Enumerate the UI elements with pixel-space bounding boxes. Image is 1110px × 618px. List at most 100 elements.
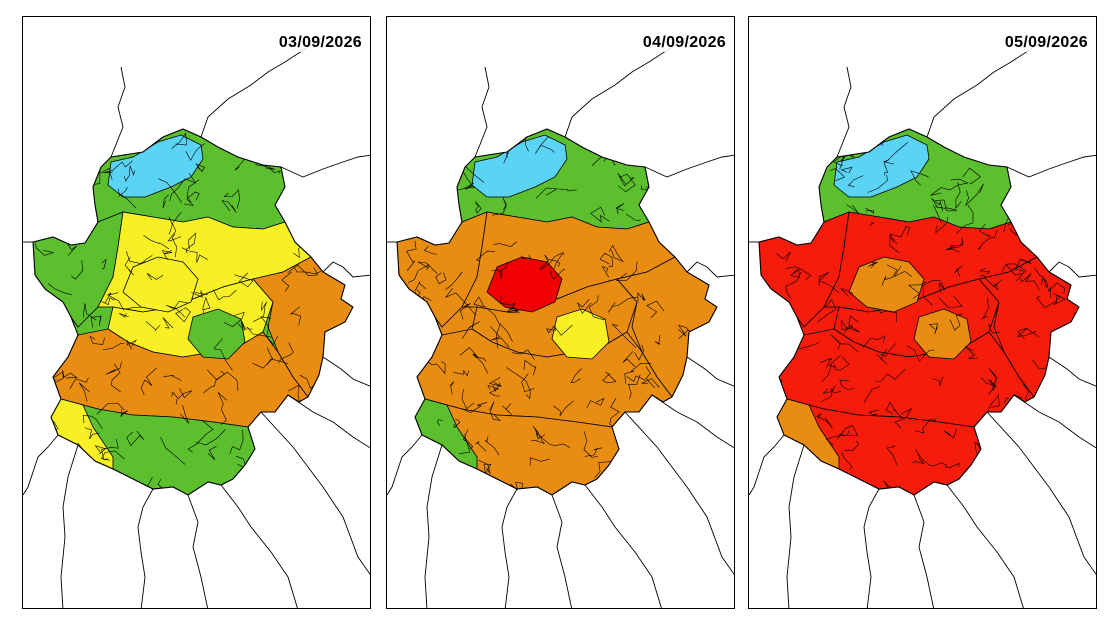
municipality-boundary bbox=[910, 170, 929, 186]
municipality-boundary bbox=[930, 184, 960, 196]
neighbour-border bbox=[836, 66, 852, 158]
municipality-boundary bbox=[599, 252, 614, 267]
municipality-boundary bbox=[171, 132, 188, 149]
neighbour-border bbox=[23, 434, 59, 496]
municipality-boundary bbox=[405, 299, 425, 335]
zone-blob bbox=[122, 256, 199, 313]
municipality-boundary bbox=[221, 200, 237, 213]
municipality-boundary bbox=[785, 271, 802, 299]
municipality-boundary bbox=[962, 167, 981, 185]
municipality-boundary bbox=[532, 425, 571, 449]
municipality-boundary bbox=[535, 135, 555, 154]
neighbour-border bbox=[110, 66, 126, 158]
municipality-boundary bbox=[907, 345, 935, 362]
municipality-boundary bbox=[165, 300, 189, 318]
municipality-boundary bbox=[168, 211, 182, 225]
region-map bbox=[387, 36, 734, 608]
municipality-boundary bbox=[82, 415, 103, 430]
municipality-boundary bbox=[195, 163, 205, 173]
municipality-boundary bbox=[435, 466, 442, 471]
municipality-boundary bbox=[945, 240, 964, 253]
municipality-boundary bbox=[702, 346, 716, 358]
municipality-boundary bbox=[531, 436, 545, 444]
municipality-boundary bbox=[761, 304, 782, 316]
municipality-boundary bbox=[461, 402, 488, 413]
municipality-boundary bbox=[143, 234, 170, 250]
municipality-boundary bbox=[83, 303, 97, 321]
municipality-boundary bbox=[840, 166, 853, 174]
municipality-boundary bbox=[435, 272, 447, 285]
municipality-boundary bbox=[278, 342, 294, 364]
municipality-boundary bbox=[915, 417, 936, 434]
municipality-boundary bbox=[408, 469, 424, 490]
municipality-boundary bbox=[965, 183, 984, 206]
municipality-boundary bbox=[1029, 194, 1044, 208]
municipality-boundary bbox=[985, 394, 1000, 416]
municipality-boundary bbox=[841, 451, 853, 471]
municipality-boundary bbox=[687, 380, 709, 395]
municipality-boundary bbox=[701, 155, 710, 179]
municipality-boundary bbox=[117, 188, 137, 209]
municipality-boundary bbox=[324, 390, 344, 404]
municipality-boundary bbox=[521, 373, 535, 393]
municipality-boundary bbox=[287, 264, 319, 277]
municipality-boundary bbox=[546, 325, 556, 334]
municipality-boundary bbox=[786, 331, 795, 351]
municipality-boundary bbox=[453, 370, 469, 377]
municipality-boundary bbox=[862, 335, 886, 349]
municipality-boundary bbox=[246, 326, 273, 338]
municipality-boundary bbox=[549, 268, 566, 280]
municipality-boundary bbox=[649, 184, 670, 198]
municipality-boundary bbox=[424, 217, 441, 228]
neighbour-border bbox=[651, 394, 734, 449]
municipality-boundary bbox=[626, 375, 646, 382]
municipality-boundary bbox=[158, 178, 182, 203]
municipality-boundary bbox=[187, 420, 214, 453]
municipality-boundary bbox=[880, 343, 897, 357]
municipality-boundary bbox=[618, 175, 635, 187]
municipality-boundary bbox=[105, 135, 134, 149]
municipality-boundary bbox=[185, 143, 205, 161]
municipality-boundary bbox=[320, 206, 332, 217]
municipality-boundary bbox=[1054, 429, 1067, 437]
zone-blob2 bbox=[187, 308, 246, 360]
municipality-boundary bbox=[673, 133, 717, 159]
municipality-boundary bbox=[453, 419, 461, 429]
municipality-boundary bbox=[863, 385, 881, 404]
region-outline bbox=[758, 128, 1080, 496]
zone-blob bbox=[848, 256, 925, 313]
municipality-boundary bbox=[889, 234, 900, 254]
municipality-boundary bbox=[414, 281, 427, 292]
date-label: 03/09/2026 bbox=[276, 34, 364, 52]
municipality-boundary bbox=[800, 213, 814, 232]
municipality-boundary bbox=[691, 461, 710, 479]
municipality-boundary bbox=[102, 342, 125, 351]
municipality-boundary bbox=[203, 370, 226, 394]
municipality-boundary bbox=[627, 374, 641, 400]
municipality-boundary bbox=[816, 412, 833, 429]
municipality-boundary bbox=[879, 310, 898, 323]
municipality-boundary bbox=[431, 212, 450, 227]
municipality-boundary bbox=[194, 292, 208, 296]
municipality-boundary bbox=[588, 295, 606, 321]
municipality-boundary bbox=[195, 429, 226, 446]
municipality-boundary bbox=[881, 264, 898, 286]
municipality-boundary bbox=[944, 462, 960, 469]
date-label: 05/09/2026 bbox=[1002, 34, 1090, 52]
municipality-boundary bbox=[617, 172, 636, 193]
municipality-boundary bbox=[183, 191, 200, 207]
municipality-boundary bbox=[487, 384, 501, 397]
municipality-boundary bbox=[634, 344, 644, 361]
municipality-boundary bbox=[950, 178, 969, 185]
municipality-boundary bbox=[445, 271, 463, 290]
municipality-boundary bbox=[820, 357, 833, 368]
municipality-boundary bbox=[321, 252, 331, 268]
municipality-boundary bbox=[867, 261, 878, 269]
municipality-boundary bbox=[167, 223, 182, 242]
municipality-boundary bbox=[146, 273, 164, 281]
municipality-boundary bbox=[622, 351, 636, 367]
municipality-boundary bbox=[33, 423, 55, 435]
municipality-boundary bbox=[288, 384, 301, 404]
municipality-boundary bbox=[124, 165, 136, 182]
municipality-boundary bbox=[646, 300, 665, 319]
